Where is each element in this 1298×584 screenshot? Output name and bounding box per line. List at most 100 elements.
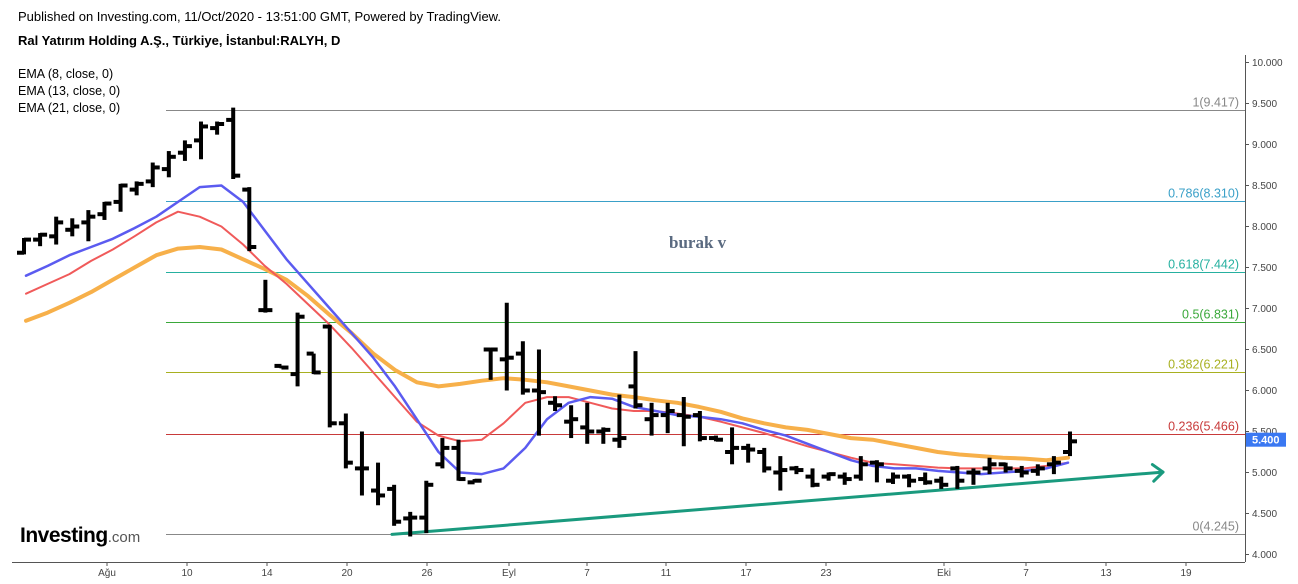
legend-ema21[interactable]: EMA (21, close, 0)	[18, 101, 121, 115]
ohlc-bar[interactable]	[451, 439, 466, 482]
ohlc-bar[interactable]	[33, 232, 48, 247]
ohlc-bar[interactable]	[49, 216, 64, 245]
fib-label: 0.5(6.831)	[1182, 308, 1239, 322]
ohlc-bar[interactable]	[950, 465, 965, 489]
ohlc-bar[interactable]	[161, 151, 176, 178]
y-tick-label: 6.500	[1252, 345, 1277, 356]
ohlc-bar[interactable]	[531, 349, 546, 436]
published-info: Published on Investing.com, 11/Oct/2020 …	[18, 9, 501, 24]
ohlc-bar[interactable]	[129, 181, 144, 196]
ohlc-bar[interactable]	[419, 480, 434, 534]
ohlc-bar[interactable]	[596, 427, 611, 444]
ohlc-bar[interactable]	[354, 431, 369, 496]
fib-label: 1(9.417)	[1192, 96, 1239, 110]
ohlc-bar[interactable]	[612, 394, 627, 448]
ohlc-bar[interactable]	[821, 472, 836, 481]
trendline-segment[interactable]	[390, 470, 1165, 536]
instrument-title: Ral Yatırım Holding A.Ş., Türkiye, İstan…	[18, 33, 341, 48]
x-tick-label: 26	[421, 568, 433, 579]
ohlc-bar[interactable]	[869, 460, 884, 483]
fib-levels: 1(9.417) 0.786(8.310) 0.618(7.442) 0.5(6.83…	[166, 96, 1245, 535]
ohlc-bar[interactable]	[65, 218, 80, 237]
ohlc-bar[interactable]	[499, 302, 514, 391]
legend-ema13[interactable]: EMA (13, close, 0)	[18, 84, 121, 98]
ohlc-bar[interactable]	[725, 427, 740, 465]
ohlc-bar[interactable]	[226, 107, 241, 179]
fib-label: 0.236(5.466)	[1168, 420, 1239, 434]
ohlc-bar[interactable]	[306, 351, 321, 375]
x-tick-label: 20	[341, 568, 353, 579]
fib-label: 0(4.245)	[1192, 520, 1239, 534]
ohlc-bar[interactable]	[902, 474, 917, 488]
x-tick-label: 23	[820, 568, 832, 579]
ohlc-bar[interactable]	[548, 396, 563, 411]
ohlc-bar[interactable]	[1063, 431, 1077, 457]
ohlc-bar[interactable]	[194, 121, 209, 160]
ohlc-bar[interactable]	[435, 438, 450, 469]
ohlc-bar[interactable]	[467, 478, 482, 485]
ohlc-bar[interactable]	[564, 405, 579, 439]
ohlc-bar[interactable]	[998, 462, 1013, 473]
ohlc-bar[interactable]	[242, 187, 257, 252]
ohlc-bar[interactable]	[966, 468, 981, 485]
x-tick-label: 13	[1100, 568, 1112, 579]
trendline	[390, 463, 1165, 536]
y-tick-label: 4.000	[1252, 550, 1277, 561]
ohlc-bar[interactable]	[853, 456, 868, 481]
ohlc-bar[interactable]	[387, 484, 402, 526]
ohlc-bar[interactable]	[789, 465, 804, 475]
ohlc-bar[interactable]	[1014, 465, 1029, 478]
ohlc-bar[interactable]	[515, 341, 530, 395]
y-tick-label: 8.500	[1252, 181, 1277, 192]
ohlc-bar[interactable]	[934, 476, 949, 489]
x-tick-label: 14	[261, 568, 273, 579]
y-tick-label: 6.000	[1252, 386, 1277, 397]
x-tick-label: 19	[1180, 568, 1192, 579]
ohlc-bar[interactable]	[1030, 464, 1045, 476]
ohlc-bar[interactable]	[145, 162, 160, 188]
ohlc-bar[interactable]	[177, 140, 192, 161]
ohlc-bar[interactable]	[338, 413, 353, 469]
x-tick-label: 10	[181, 568, 193, 579]
ohlc-bar[interactable]	[322, 324, 337, 428]
ohlc-bar[interactable]	[274, 363, 289, 370]
ohlc-bar[interactable]	[1046, 456, 1061, 475]
legend-ema8[interactable]: EMA (8, close, 0)	[18, 67, 114, 81]
ohlc-bar[interactable]	[97, 201, 112, 220]
ohlc-bar[interactable]	[81, 210, 96, 242]
ohlc-bar[interactable]	[805, 468, 820, 488]
y-tick-label: 4.500	[1252, 509, 1277, 520]
ohlc-bar[interactable]	[692, 411, 707, 442]
ohlc-bar[interactable]	[483, 347, 498, 380]
ohlc-bar[interactable]	[757, 447, 772, 473]
ohlc-bar[interactable]	[660, 402, 675, 434]
ema21-line[interactable]	[24, 245, 1070, 463]
ohlc-bar[interactable]	[580, 402, 595, 444]
ohlc-bar[interactable]	[644, 402, 659, 436]
ohlc-bar[interactable]	[773, 456, 788, 491]
ohlc-bar[interactable]	[17, 237, 31, 255]
chart-annotation: burak v	[669, 233, 727, 252]
ohlc-bar[interactable]	[403, 511, 418, 537]
ohlc-bar[interactable]	[837, 472, 852, 485]
ohlc-bar[interactable]	[885, 472, 900, 484]
ema8-line[interactable]	[24, 184, 1070, 476]
ohlc-bar[interactable]	[741, 443, 756, 463]
ohlc-bar[interactable]	[918, 472, 933, 485]
price-tag-label: 5.400	[1252, 435, 1280, 447]
ema13-line[interactable]	[25, 210, 1069, 470]
x-tick-label: Eyl	[502, 568, 516, 579]
y-tick-label: 9.500	[1252, 99, 1277, 110]
ohlc-bar[interactable]	[290, 312, 305, 387]
x-tick-label: 7	[584, 568, 590, 579]
logo-suffix: .com	[107, 529, 141, 546]
ohlc-bar[interactable]	[708, 435, 723, 442]
ohlc-bar[interactable]	[210, 121, 225, 135]
ohlc-bar[interactable]	[371, 462, 386, 506]
ohlc-bar[interactable]	[676, 397, 691, 447]
ohlc-bar[interactable]	[628, 351, 643, 409]
ohlc-bar[interactable]	[113, 183, 128, 212]
ohlc-bar[interactable]	[258, 279, 273, 313]
ohlc-bar[interactable]	[982, 457, 997, 475]
